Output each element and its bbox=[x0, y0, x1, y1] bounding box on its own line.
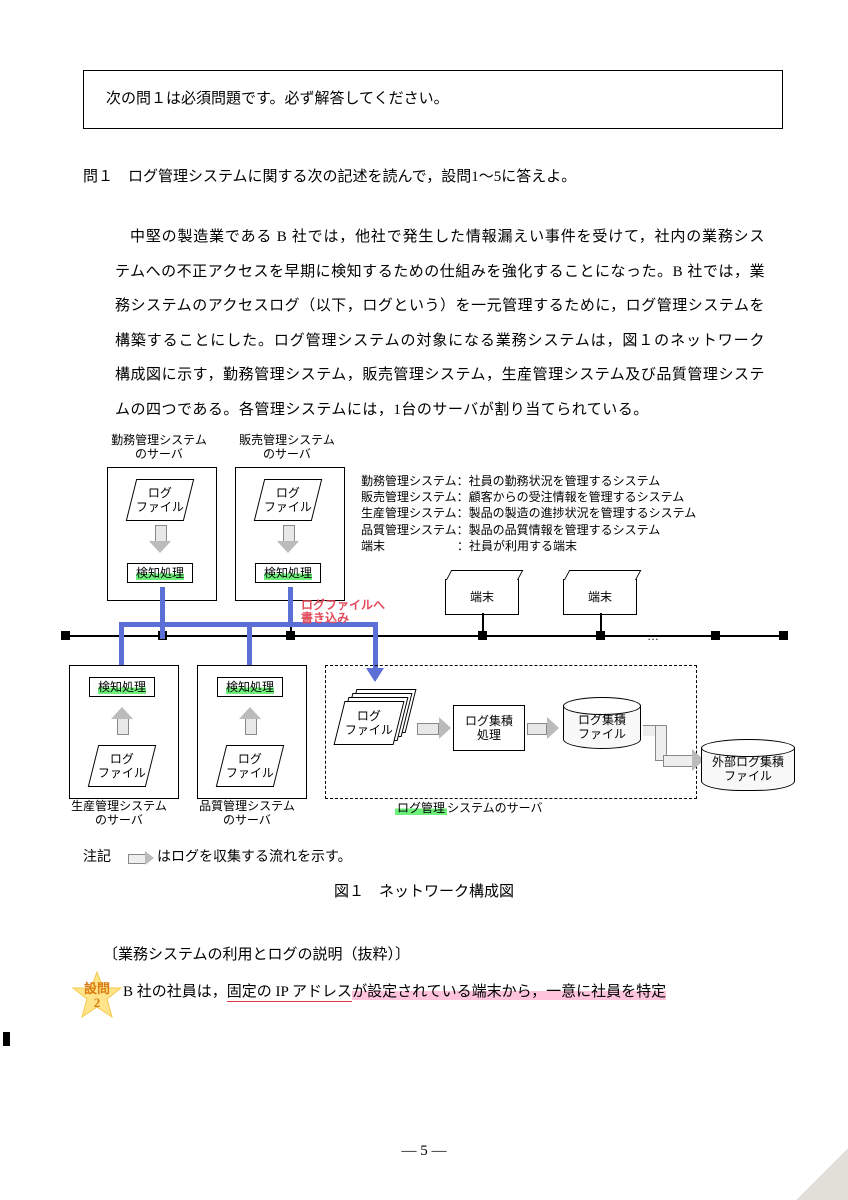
blue-annotation-line bbox=[119, 622, 163, 627]
arrow-right-icon bbox=[417, 717, 451, 739]
detect-hinshitsu: 検知処理 bbox=[217, 677, 283, 697]
network-line bbox=[65, 635, 785, 637]
instruction-text: 次の問１は必須問題です。必ず解答してください。 bbox=[106, 91, 449, 107]
figure1-diagram: 勤務管理システム のサーバ 販売管理システム のサーバ ログ ファイル ログ フ… bbox=[65, 439, 785, 839]
figure-caption: 図１ ネットワーク構成図 bbox=[65, 876, 783, 909]
page: 次の問１は必須問題です。必ず解答してください。 問１ ログ管理システムに関する次… bbox=[0, 0, 848, 1200]
annotated-line: 設問 2 B 社の社員は，固定の IP アドレスが設定されている端末から，一意に… bbox=[123, 976, 783, 1009]
anno-b-underlined: 固定の IP アドレス bbox=[227, 984, 352, 1002]
question1-heading: 問１ ログ管理システムに関する次の記述を読んで，設問1～5に答えよ。 bbox=[83, 161, 783, 194]
blue-annotation-line bbox=[160, 587, 165, 639]
logfile-hanbai: ログ ファイル bbox=[254, 479, 322, 521]
label-hanbai-server: 販売管理システム のサーバ bbox=[227, 433, 347, 462]
label-log-mgmt-server: ログ管理システムのサーバ bbox=[395, 801, 543, 815]
detect-seisan: 検知処理 bbox=[89, 677, 155, 697]
instruction-box: 次の問１は必須問題です。必ず解答してください。 bbox=[83, 70, 783, 129]
label-seisan-server: 生産管理システム のサーバ bbox=[59, 799, 179, 828]
page-curl bbox=[796, 1148, 848, 1200]
log-collect-file-cyl: ログ集積 ファイル bbox=[563, 697, 641, 749]
subsection-heading: 〔業務システムの利用とログの説明（抜粋）〕 bbox=[103, 939, 783, 972]
terminal-box: 端末 bbox=[445, 579, 519, 615]
logfile-seisan: ログ ファイル bbox=[88, 745, 156, 787]
detect-hanbai: 検知処理 bbox=[255, 563, 321, 583]
logfile-stack: ログ ファイル bbox=[339, 689, 409, 741]
note-arrow-icon bbox=[128, 852, 154, 864]
detect-kinmu: 検知処理 bbox=[127, 563, 193, 583]
anno-c-highlighted: が設定されている端末から，一意に社員を特定 bbox=[352, 984, 666, 1000]
logfile-kinmu: ログ ファイル bbox=[126, 479, 194, 521]
blue-annotation-line bbox=[247, 622, 291, 627]
handwritten-note: ログファイルへ 書き込み bbox=[301, 599, 385, 625]
label-hinshitsu-server: 品質管理システム のサーバ bbox=[187, 799, 307, 828]
left-margin-mark bbox=[3, 1032, 10, 1046]
arrow-right-icon bbox=[527, 717, 559, 739]
page-number: ― 5 ― bbox=[0, 1135, 848, 1168]
star-annotation: 設問 2 bbox=[71, 970, 123, 1022]
arrow-up-icon bbox=[111, 707, 133, 735]
legend-block: 勤務管理システム：社員の勤務状況を管理するシステム 販売管理システム：顧客からの… bbox=[361, 473, 696, 554]
arrow-down-icon bbox=[149, 525, 171, 553]
body-paragraph: 中堅の製造業である B 社では，他社で発生した情報漏えい事件を受けて，社内の業務… bbox=[115, 220, 765, 427]
logfile-hinshitsu: ログ ファイル bbox=[216, 745, 284, 787]
figure-note: 注記 はログを収集する流れを示す。 bbox=[83, 843, 783, 874]
ext-log-file-cyl: 外部ログ集積 ファイル bbox=[701, 739, 795, 791]
anno-a: B 社の社員は， bbox=[123, 984, 227, 1000]
blue-annotation-line bbox=[288, 587, 293, 627]
log-collect-proc: ログ集積 処理 bbox=[453, 705, 525, 751]
terminal-box: 端末 bbox=[563, 579, 637, 615]
blue-annotation-line bbox=[373, 622, 378, 670]
arrow-up-icon bbox=[239, 707, 261, 735]
label-kinmu-server: 勤務管理システム のサーバ bbox=[99, 433, 219, 462]
arrow-down-icon bbox=[277, 525, 299, 553]
